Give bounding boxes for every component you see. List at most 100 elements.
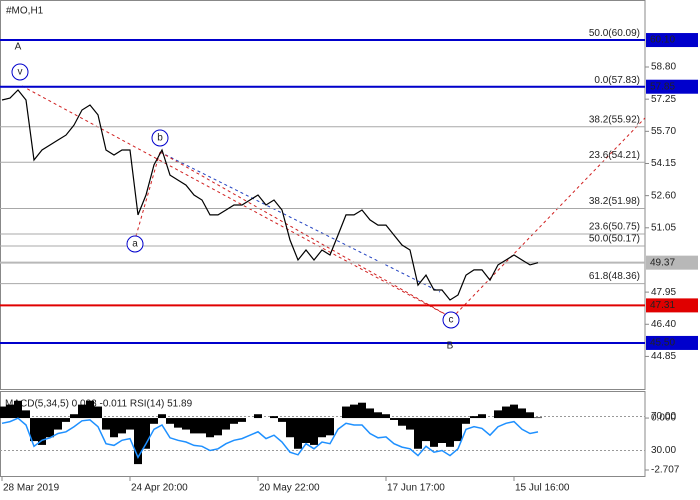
macd-bar	[62, 418, 70, 422]
macd-tick-label: 0.000	[651, 413, 676, 424]
macd-bar	[342, 406, 350, 419]
wave-circle	[442, 311, 460, 329]
macd-bar	[86, 400, 94, 419]
macd-bar	[398, 418, 406, 426]
indicator-label: MACD(5,34,5) 0.033 -0.011 RSI(14) 51.89	[5, 399, 193, 410]
wave-circle	[126, 235, 144, 253]
trend-line	[159, 151, 441, 293]
macd-bar	[430, 418, 438, 447]
macd-bar	[414, 418, 422, 449]
level-label: 45.50	[650, 338, 675, 349]
macd-bar	[118, 418, 126, 434]
y-tick-label: 47.95	[651, 287, 676, 298]
level-label: 49.37	[650, 257, 675, 268]
wave-label: b	[157, 133, 163, 144]
wave-circle	[11, 63, 29, 81]
level-box	[646, 79, 698, 94]
wave-label: a	[132, 239, 138, 250]
fib-label: 38.2(55.92)	[589, 114, 640, 125]
macd-bar	[510, 404, 518, 419]
macd-bar	[310, 418, 318, 445]
macd-bar	[174, 418, 182, 428]
wave-label: v	[18, 67, 23, 78]
macd-bar	[278, 418, 286, 422]
macd-bar	[70, 414, 78, 419]
macd-bar	[54, 418, 62, 430]
fib-label: 50.0(50.17)	[589, 234, 640, 245]
macd-bar	[422, 418, 430, 442]
macd-bar	[254, 414, 262, 419]
macd-bar	[206, 418, 214, 438]
macd-bar	[462, 418, 470, 424]
macd-bar	[326, 418, 334, 436]
trend-line	[159, 151, 453, 319]
y-tick-label: 52.60	[651, 190, 676, 201]
x-tick-label: 20 May 22:00	[259, 483, 320, 494]
macd-bar	[182, 418, 190, 430]
x-tick-label: 28 Mar 2019	[3, 483, 60, 494]
macd-bar	[374, 412, 382, 419]
macd-bar	[366, 408, 374, 419]
macd-bar	[390, 418, 398, 420]
wave-label: A	[15, 42, 22, 53]
wave-label: B	[447, 341, 454, 352]
macd-bar	[454, 418, 462, 442]
macd-bar	[270, 416, 278, 419]
level-label: 60.10	[650, 35, 675, 46]
fib-label: 0.0(57.83)	[594, 75, 640, 86]
macd-bar	[222, 418, 230, 430]
x-tick-label: 15 Jul 16:00	[515, 483, 570, 494]
price-line	[1, 89, 539, 301]
macd-bar	[190, 418, 198, 434]
macd-bar	[358, 402, 366, 419]
macd-bar	[6, 404, 14, 419]
macd-bar	[94, 406, 102, 419]
macd-bar	[126, 418, 134, 430]
y-tick-label: 51.05	[651, 222, 676, 233]
macd-bar	[14, 400, 22, 419]
macd-bar	[38, 418, 46, 445]
macd-bar	[166, 418, 174, 424]
wave-circle	[151, 129, 169, 147]
fib-label: 38.2(51.98)	[589, 196, 640, 207]
fib-label: 23.6(54.21)	[589, 150, 640, 161]
macd-bar	[294, 418, 302, 449]
trend-line	[451, 117, 646, 319]
level-label: 47.31	[650, 300, 675, 311]
macd-bar	[478, 414, 486, 419]
sub-frame	[0, 391, 646, 477]
level-box	[646, 33, 698, 48]
macd-bar	[302, 418, 310, 443]
chart-title: #MO,H1	[6, 6, 44, 17]
macd-bar	[78, 404, 86, 419]
fib-label: 50.0(60.09)	[589, 28, 640, 39]
macd-bar	[526, 412, 534, 419]
macd-tick-label: -2.707	[651, 465, 680, 476]
rsi-tick-label: 70.00	[651, 411, 676, 422]
macd-bar	[470, 416, 478, 419]
macd-bar	[150, 418, 158, 424]
macd-bar	[134, 418, 142, 465]
main-frame	[0, 0, 646, 390]
trend-line	[135, 151, 161, 237]
level-label: 57.85	[650, 81, 675, 92]
y-tick-label: 55.70	[651, 126, 676, 137]
level-box	[646, 298, 698, 313]
macd-bar	[46, 418, 54, 438]
macd-bar	[110, 418, 118, 438]
macd-bar	[382, 414, 390, 419]
macd-bar	[30, 418, 38, 442]
wave-label: c	[449, 315, 454, 326]
macd-bar	[494, 410, 502, 419]
macd-bar	[22, 410, 30, 419]
macd-bar	[158, 414, 166, 419]
macd-bar	[446, 418, 454, 447]
fib-label: 23.6(50.75)	[589, 222, 640, 233]
macd-bar	[286, 418, 294, 438]
macd-bar	[214, 418, 222, 436]
macd-bar	[198, 418, 206, 434]
y-tick-label: 46.40	[651, 319, 676, 330]
macd-bar	[318, 418, 326, 438]
macd-bar	[406, 418, 414, 430]
